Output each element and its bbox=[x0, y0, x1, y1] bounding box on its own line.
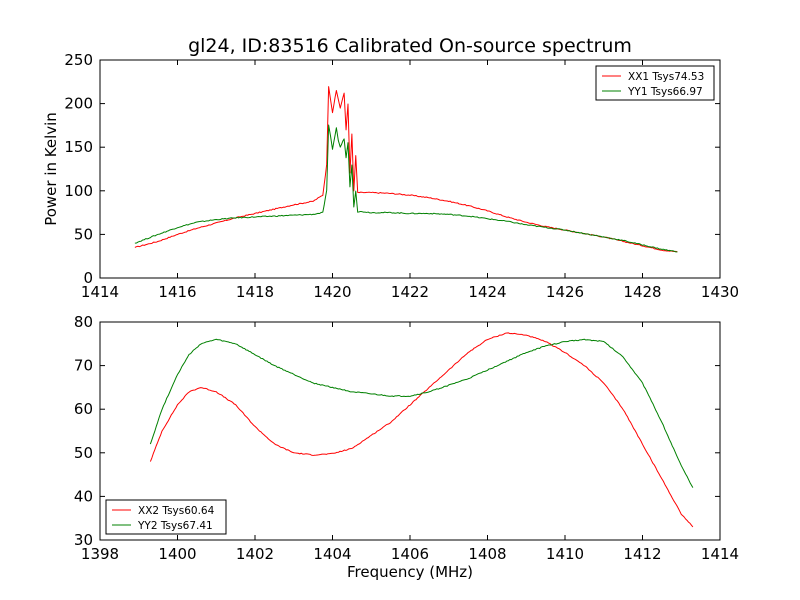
bottom-panel: 1398 1400 1402 1404 1406 1408 1410 1412 1414 30 40… bbox=[74, 313, 739, 581]
y-tick-label: 80 bbox=[74, 313, 93, 331]
x-tick-label: 1398 bbox=[81, 545, 119, 563]
y-tick-label: 40 bbox=[74, 487, 93, 505]
x-tick-label: 1406 bbox=[391, 545, 429, 563]
y-tick-label: 70 bbox=[74, 357, 93, 375]
top-panel: 1414 1416 1418 1420 1422 1424 1426 1428 1430 0 50 1… bbox=[42, 51, 739, 301]
y-tick-label: 0 bbox=[83, 269, 93, 287]
y-tick-label: 250 bbox=[64, 51, 93, 69]
legend-entry: YY1 Tsys66.97 bbox=[627, 86, 703, 98]
x-tick-label: 1422 bbox=[391, 283, 429, 301]
x-tick-label: 1430 bbox=[701, 283, 739, 301]
y-tick-label: 60 bbox=[74, 400, 93, 418]
x-tick-label: 1414 bbox=[701, 545, 739, 563]
chart-title: gl24, ID:83516 Calibrated On-source spec… bbox=[188, 35, 632, 57]
y-axis-label: Power in Kelvin bbox=[42, 112, 60, 226]
y-tick-label: 200 bbox=[64, 95, 93, 113]
series-line-1-1 bbox=[149, 338, 694, 488]
y-tick-label: 100 bbox=[64, 182, 93, 200]
x-axis-label: Frequency (MHz) bbox=[347, 563, 473, 581]
x-tick-label: 1402 bbox=[236, 545, 274, 563]
legend-entry: XX1 Tsys74.53 bbox=[628, 71, 704, 83]
x-tick-label: 1416 bbox=[158, 283, 196, 301]
series-line-0-1 bbox=[134, 124, 678, 253]
legend-entry: YY2 Tsys67.41 bbox=[137, 520, 213, 532]
x-tick-label: 1400 bbox=[158, 545, 196, 563]
x-tick-label: 1424 bbox=[468, 283, 506, 301]
y-tick-label: 50 bbox=[74, 225, 93, 243]
x-tick-label: 1412 bbox=[623, 545, 661, 563]
x-tick-label: 1404 bbox=[313, 545, 351, 563]
y-tick-label: 30 bbox=[74, 531, 93, 549]
x-tick-label: 1410 bbox=[546, 545, 584, 563]
legend-entry: XX2 Tsys60.64 bbox=[138, 505, 215, 517]
x-tick-label: 1420 bbox=[313, 283, 351, 301]
y-tick-label: 50 bbox=[74, 444, 93, 462]
x-tick-label: 1426 bbox=[546, 283, 584, 301]
legend-box bbox=[105, 499, 227, 535]
legend-box bbox=[595, 65, 715, 101]
y-tick-label: 150 bbox=[64, 138, 93, 156]
x-tick-label: 1408 bbox=[468, 545, 506, 563]
x-tick-label: 1414 bbox=[81, 283, 119, 301]
x-tick-label: 1418 bbox=[236, 283, 274, 301]
x-tick-label: 1428 bbox=[623, 283, 661, 301]
